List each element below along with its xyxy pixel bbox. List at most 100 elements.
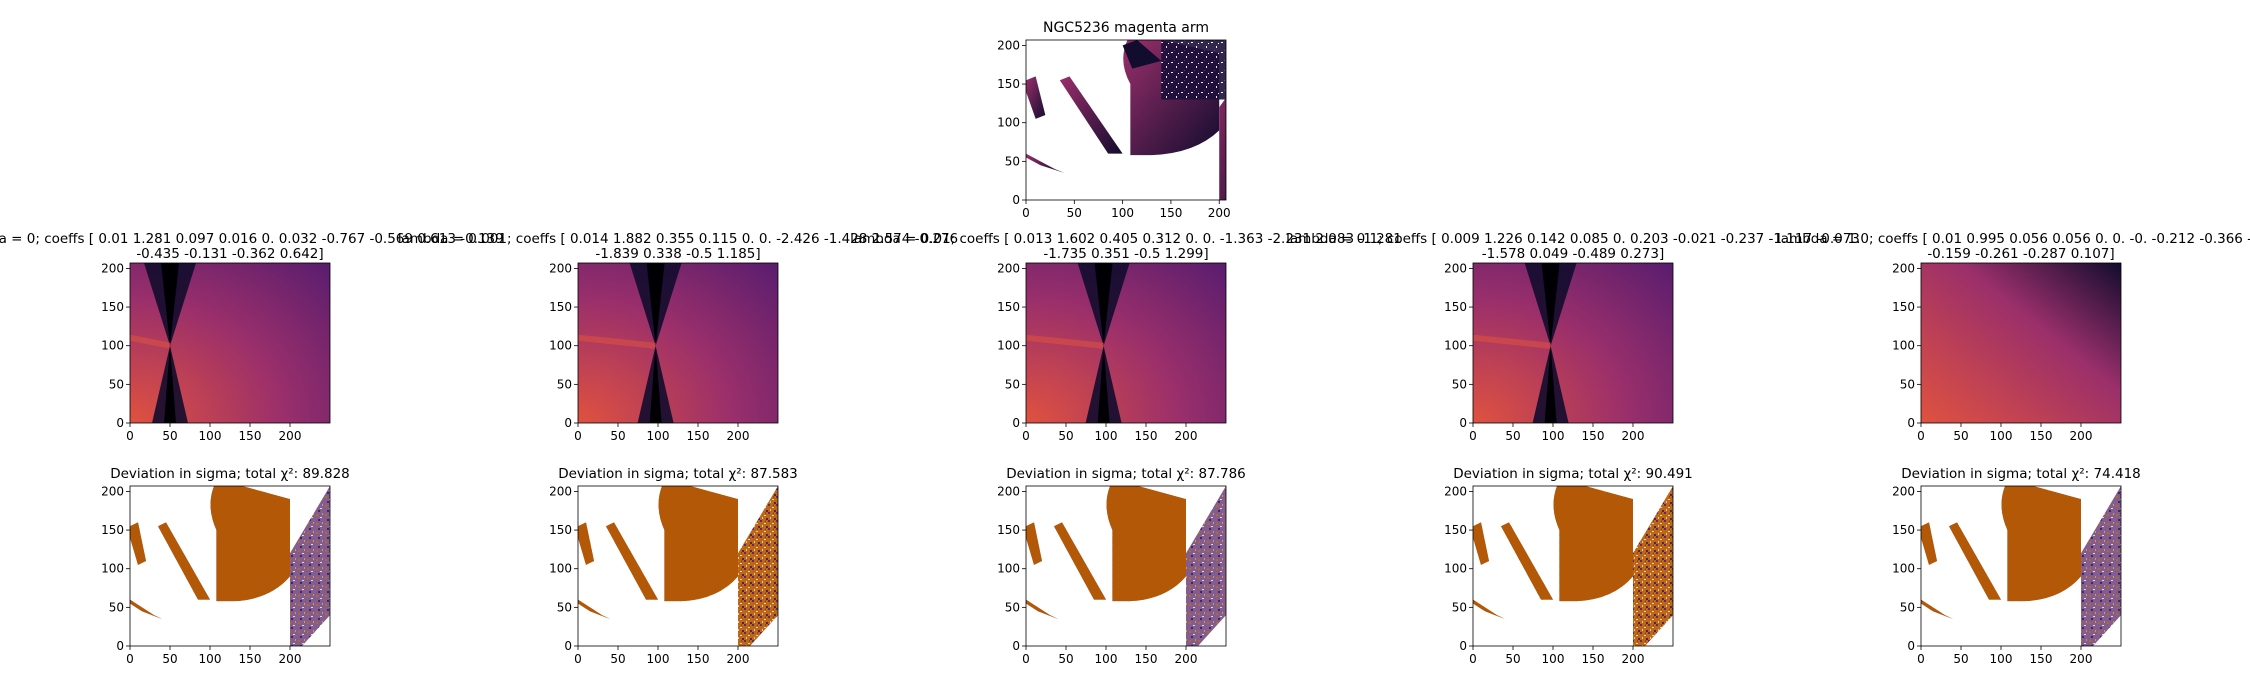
y-tick-label: 50 (1005, 600, 1020, 614)
residual-tint-piece-wedge (1553, 486, 1633, 602)
residual-tint-piece-wedge (2001, 486, 2081, 602)
panel-title-line1: lambda = 1.0; coeffs [ 0.01 0.995 0.056 … (1777, 231, 2250, 247)
x-tick-label: 100 (1542, 429, 1565, 443)
panel-model-2: 0 50 100 150 200 0 50 100 150 200 lambda = 0.001; … (398, 231, 958, 443)
data-region-piece-2 (1059, 76, 1123, 154)
dark-core-bottom (164, 345, 176, 423)
panel-title: Deviation in sigma; total χ²: 87.786 (1006, 466, 1246, 482)
x-tick-label: 150 (1159, 206, 1182, 220)
y-tick-label: 0 (564, 416, 572, 430)
x-tick-label: 200 (1622, 652, 1645, 666)
y-tick-label: 100 (997, 116, 1020, 130)
x-tick-label: 150 (2030, 652, 2053, 666)
axes-frame (1472, 485, 1674, 647)
bright-ray (1473, 334, 1551, 349)
x-tick-label: 0 (126, 652, 134, 666)
y-tick-label: 150 (997, 77, 1020, 91)
x-tick-label: 150 (687, 652, 710, 666)
panel-title-line2: -1.578 0.049 -0.489 0.273] (1482, 246, 1664, 262)
dark-core-top (161, 263, 179, 346)
dark-wedge (1122, 40, 1162, 69)
x-tick-label: 100 (1990, 652, 2013, 666)
y-tick-label: 150 (101, 523, 124, 537)
y-tick-label: 200 (101, 484, 124, 498)
y-tick-label: 200 (997, 484, 1020, 498)
x-tick-label: 50 (162, 429, 177, 443)
x-tick-label: 200 (1208, 206, 1231, 220)
image-layer (1473, 486, 1673, 646)
x-tick-label: 200 (2070, 652, 2093, 666)
y-tick-label: 100 (997, 562, 1020, 576)
y-tick-label: 150 (1444, 300, 1467, 314)
residual-tint-piece-2 (158, 522, 210, 600)
dark-core-bottom (1544, 345, 1557, 423)
image-layer (1473, 263, 1673, 423)
residual-tint-piece-0 (578, 522, 594, 565)
residual-tint-piece-0 (130, 522, 146, 565)
bright-ray (130, 334, 171, 349)
y-tick-label: 200 (1892, 261, 1915, 275)
x-tick-label: 0 (1469, 652, 1477, 666)
bright-ray (1026, 334, 1104, 349)
y-tick-label: 100 (549, 562, 572, 576)
residual-tint-piece-2 (1501, 522, 1553, 600)
x-tick-label: 100 (1542, 652, 1565, 666)
x-tick-label: 100 (1095, 429, 1118, 443)
axes-frame (1472, 262, 1674, 424)
x-tick-label: 100 (647, 652, 670, 666)
x-tick-label: 50 (1953, 652, 1968, 666)
x-tick-label: 0 (1022, 652, 1030, 666)
y-tick-label: 50 (557, 600, 572, 614)
y-tick-label: 0 (116, 416, 124, 430)
panel-title-line1: lambda = 0.01; coeffs [ 0.013 1.602 0.40… (850, 231, 1402, 247)
y-tick-label: 150 (549, 523, 572, 537)
y-tick-label: 200 (1444, 261, 1467, 275)
y-tick-label: 200 (997, 38, 1020, 52)
y-tick-label: 50 (1005, 377, 1020, 391)
panel-residual-6: 0 50 100 150 200 0 50 100 150 200 Deviation in sig… (101, 466, 350, 666)
x-tick-label: 0 (574, 429, 582, 443)
x-tick-label: 0 (126, 429, 134, 443)
x-tick-label: 0 (1469, 429, 1477, 443)
dark-core-bottom (1097, 345, 1110, 423)
axes-frame (577, 485, 779, 647)
panel-title-line1: lambda = 0; coeffs [ 0.01 1.281 0.097 0.… (0, 231, 504, 247)
axes-frame (129, 485, 331, 647)
model-field-smooth (1921, 263, 2121, 423)
residual-tint-piece-strip (1186, 486, 1226, 646)
y-tick-label: 100 (1892, 562, 1915, 576)
panel-title: Deviation in sigma; total χ²: 74.418 (1901, 466, 2141, 482)
noisy-region (1161, 40, 1226, 100)
x-tick-label: 50 (610, 429, 625, 443)
y-tick-label: 0 (1012, 193, 1020, 207)
residual-tint-piece-wedge (210, 486, 290, 602)
panel-title: Deviation in sigma; total χ²: 89.828 (110, 466, 350, 482)
residual-tint-piece-0 (1921, 522, 1937, 565)
y-tick-label: 50 (1900, 600, 1915, 614)
residual-tint-piece-strip (290, 486, 330, 646)
panel-model-5: 0 50 100 150 200 0 50 100 150 200 lambda = 1.0; co… (1777, 231, 2250, 443)
image-layer (130, 486, 330, 646)
panel-title: Deviation in sigma; total χ²: 87.583 (558, 466, 798, 482)
residual-tint-piece-2 (1949, 522, 2001, 600)
x-tick-label: 200 (727, 429, 750, 443)
x-tick-label: 150 (1582, 429, 1605, 443)
panel-title-line2: -0.159 -0.261 -0.287 0.107] (1927, 246, 2114, 262)
image-layer (578, 486, 778, 646)
y-tick-label: 0 (1012, 639, 1020, 653)
image-layer (1921, 486, 2121, 646)
dark-core-top (1541, 263, 1560, 346)
y-tick-label: 150 (549, 300, 572, 314)
y-tick-label: 100 (1444, 562, 1467, 576)
x-tick-label: 200 (279, 652, 302, 666)
panel-residual-10: 0 50 100 150 200 0 50 100 150 200 Deviation in sig… (1892, 466, 2141, 666)
y-tick-label: 200 (1892, 484, 1915, 498)
panel-title-line1: lambda = 0.001; coeffs [ 0.014 1.882 0.3… (398, 231, 958, 247)
y-tick-label: 50 (109, 600, 124, 614)
image-layer (1026, 263, 1226, 423)
x-tick-label: 0 (1917, 429, 1925, 443)
x-tick-label: 150 (1135, 429, 1158, 443)
y-tick-label: 50 (1900, 377, 1915, 391)
y-tick-label: 50 (1452, 377, 1467, 391)
x-tick-label: 50 (1505, 429, 1520, 443)
